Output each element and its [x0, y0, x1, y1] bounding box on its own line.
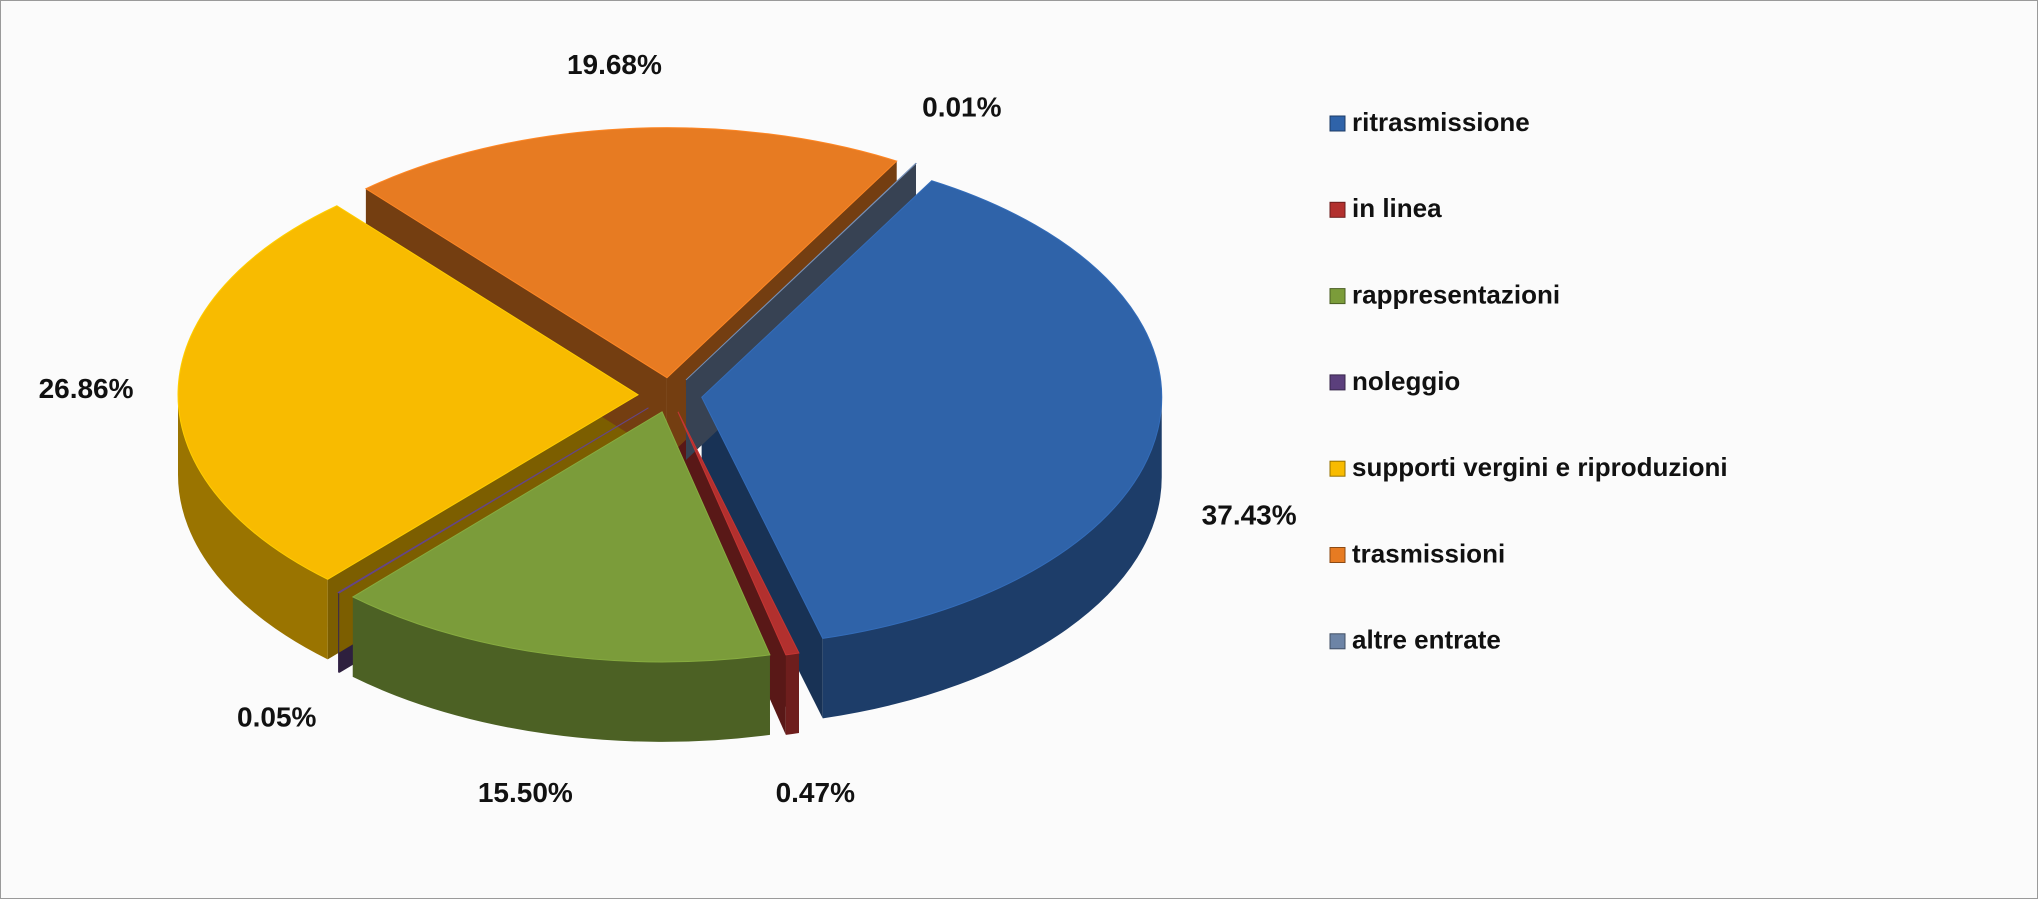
legend-label: altre entrate [1352, 625, 1501, 655]
legend-marker [1329, 633, 1346, 650]
slice-wall [178, 394, 328, 660]
data-label: 0.47% [776, 777, 855, 808]
slice [364, 127, 898, 379]
legend-label: rappresentazioni [1352, 279, 1560, 309]
slice-side [701, 397, 823, 719]
legend-marker [1329, 374, 1346, 391]
slice [177, 205, 639, 580]
slice-wall [785, 653, 799, 735]
legend-marker [1329, 115, 1346, 132]
legend-marker [1329, 460, 1346, 477]
data-label: 37.43% [1202, 500, 1297, 531]
legend-label: supporti vergini e riproduzioni [1352, 452, 1728, 482]
legend-marker [1329, 201, 1346, 218]
legend-marker [1329, 288, 1346, 305]
slice-wall [352, 596, 770, 742]
top-layer [177, 127, 1163, 663]
data-label: 0.05% [237, 701, 316, 732]
outer-layer [178, 394, 1162, 742]
slice [337, 407, 649, 594]
legend-marker [1329, 547, 1346, 563]
legend-label: trasmissioni [1352, 538, 1505, 568]
legend-label: ritrasmissione [1352, 107, 1530, 137]
data-label: 19.68% [567, 49, 662, 80]
slice-wall [338, 592, 340, 673]
slice [701, 180, 1163, 639]
legend-label: in linea [1352, 193, 1442, 223]
data-label: 0.01% [922, 92, 1001, 123]
slice [677, 411, 800, 656]
slice [685, 162, 917, 381]
slice-wall [822, 397, 1162, 719]
data-label: 15.50% [478, 777, 573, 808]
legend-label: noleggio [1352, 366, 1460, 396]
data-label: 26.86% [39, 373, 134, 404]
slice [351, 411, 771, 663]
